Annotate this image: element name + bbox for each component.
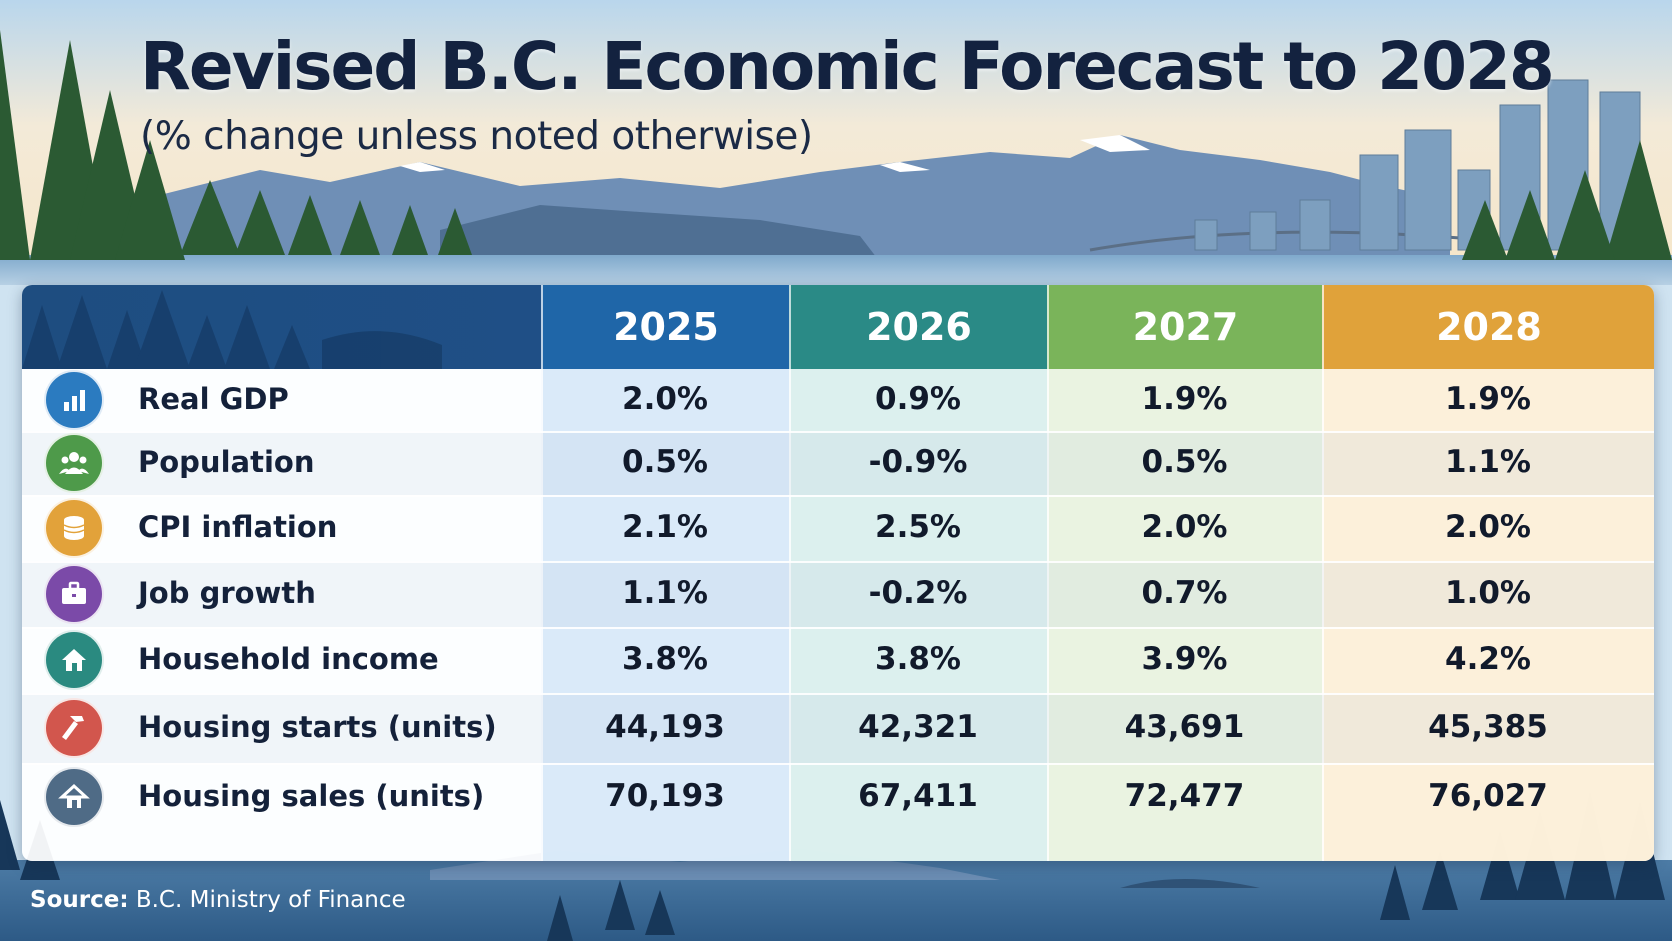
value-cell: 1.9% xyxy=(1445,381,1531,417)
row-divider xyxy=(22,431,1654,433)
value-cell: 0.7% xyxy=(1141,575,1228,611)
value-cell: 44,193 xyxy=(605,709,725,745)
row-divider xyxy=(22,495,1654,497)
value-cell: 2.0% xyxy=(1141,509,1228,545)
house-icon xyxy=(44,630,104,690)
value-cell: 43,691 xyxy=(1124,709,1245,745)
row-label: Real GDP xyxy=(138,382,289,416)
value-cell: 2.1% xyxy=(622,509,708,545)
forecast-table: 2025 2026 2027 2028 Real GDP 2.0% 0.9% 1.9%… xyxy=(22,285,1654,861)
page-title: Revised B.C. Economic Forecast to 2028 xyxy=(140,28,1555,105)
row-label: Population xyxy=(138,445,315,479)
table-row: Job growth 1.1% -0.2% 0.7% 1.0% xyxy=(22,561,1654,627)
table-row: Household income 3.8% 3.8% 3.9% 4.2% xyxy=(22,627,1654,693)
row-label: Housing sales (units) xyxy=(138,779,485,813)
value-cell: 3.9% xyxy=(1141,641,1228,677)
column-header-2026: 2026 xyxy=(789,285,1047,369)
value-cell: 76,027 xyxy=(1428,778,1548,814)
source-note: Source: B.C. Ministry of Finance xyxy=(30,887,406,913)
value-cell: 0.5% xyxy=(1141,444,1228,480)
value-cell: -0.2% xyxy=(868,575,968,611)
column-header-2025: 2025 xyxy=(541,285,789,369)
column-bg-2026 xyxy=(789,369,1047,861)
source-label: Source: xyxy=(30,887,129,913)
row-label: Job growth xyxy=(138,576,316,610)
briefcase-icon xyxy=(44,564,104,624)
table-header-corner xyxy=(22,285,541,369)
hammer-icon xyxy=(44,698,104,758)
row-divider xyxy=(22,627,1654,629)
row-label: CPI inflation xyxy=(138,510,338,544)
page-subtitle: (% change unless noted otherwise) xyxy=(140,114,813,159)
row-divider xyxy=(22,763,1654,765)
value-cell: 2.5% xyxy=(875,509,961,545)
column-header-2027: 2027 xyxy=(1047,285,1322,369)
value-cell: 3.8% xyxy=(622,641,708,677)
home-sales-icon xyxy=(44,767,104,827)
forest-silhouette-icon xyxy=(22,290,442,369)
value-cell: 45,385 xyxy=(1428,709,1548,745)
source-text: B.C. Ministry of Finance xyxy=(135,887,406,913)
value-cell: 0.9% xyxy=(875,381,961,417)
row-divider xyxy=(22,561,1654,563)
value-cell: 1.0% xyxy=(1445,575,1531,611)
row-divider xyxy=(22,693,1654,695)
value-cell: 67,411 xyxy=(858,778,978,814)
value-cell: -0.9% xyxy=(868,444,968,480)
table-row: Housing sales (units) 70,193 67,411 72,477 7… xyxy=(22,763,1654,831)
value-cell: 2.0% xyxy=(1445,509,1531,545)
coins-icon xyxy=(44,498,104,558)
table-row: Housing starts (units) 44,193 42,321 43,691… xyxy=(22,693,1654,763)
row-label: Housing starts (units) xyxy=(138,710,497,744)
column-bg-2025 xyxy=(541,369,789,861)
table-row: Real GDP 2.0% 0.9% 1.9% 1.9% xyxy=(22,369,1654,431)
row-label: Household income xyxy=(138,642,439,676)
value-cell: 1.1% xyxy=(1445,444,1531,480)
people-icon xyxy=(44,433,104,493)
value-cell: 1.1% xyxy=(622,575,708,611)
value-cell: 1.9% xyxy=(1141,381,1228,417)
table-row: Population 0.5% -0.9% 0.5% 1.1% xyxy=(22,431,1654,495)
value-cell: 42,321 xyxy=(858,709,978,745)
value-cell: 70,193 xyxy=(605,778,725,814)
column-header-2028: 2028 xyxy=(1322,285,1654,369)
value-cell: 0.5% xyxy=(622,444,708,480)
value-cell: 72,477 xyxy=(1124,778,1245,814)
column-bg-2028 xyxy=(1322,369,1654,861)
value-cell: 2.0% xyxy=(622,381,708,417)
bar-chart-icon xyxy=(44,370,104,430)
value-cell: 3.8% xyxy=(875,641,961,677)
value-cell: 4.2% xyxy=(1445,641,1531,677)
table-row: CPI inflation 2.1% 2.5% 2.0% 2.0% xyxy=(22,495,1654,561)
column-bg-2027 xyxy=(1047,369,1322,861)
